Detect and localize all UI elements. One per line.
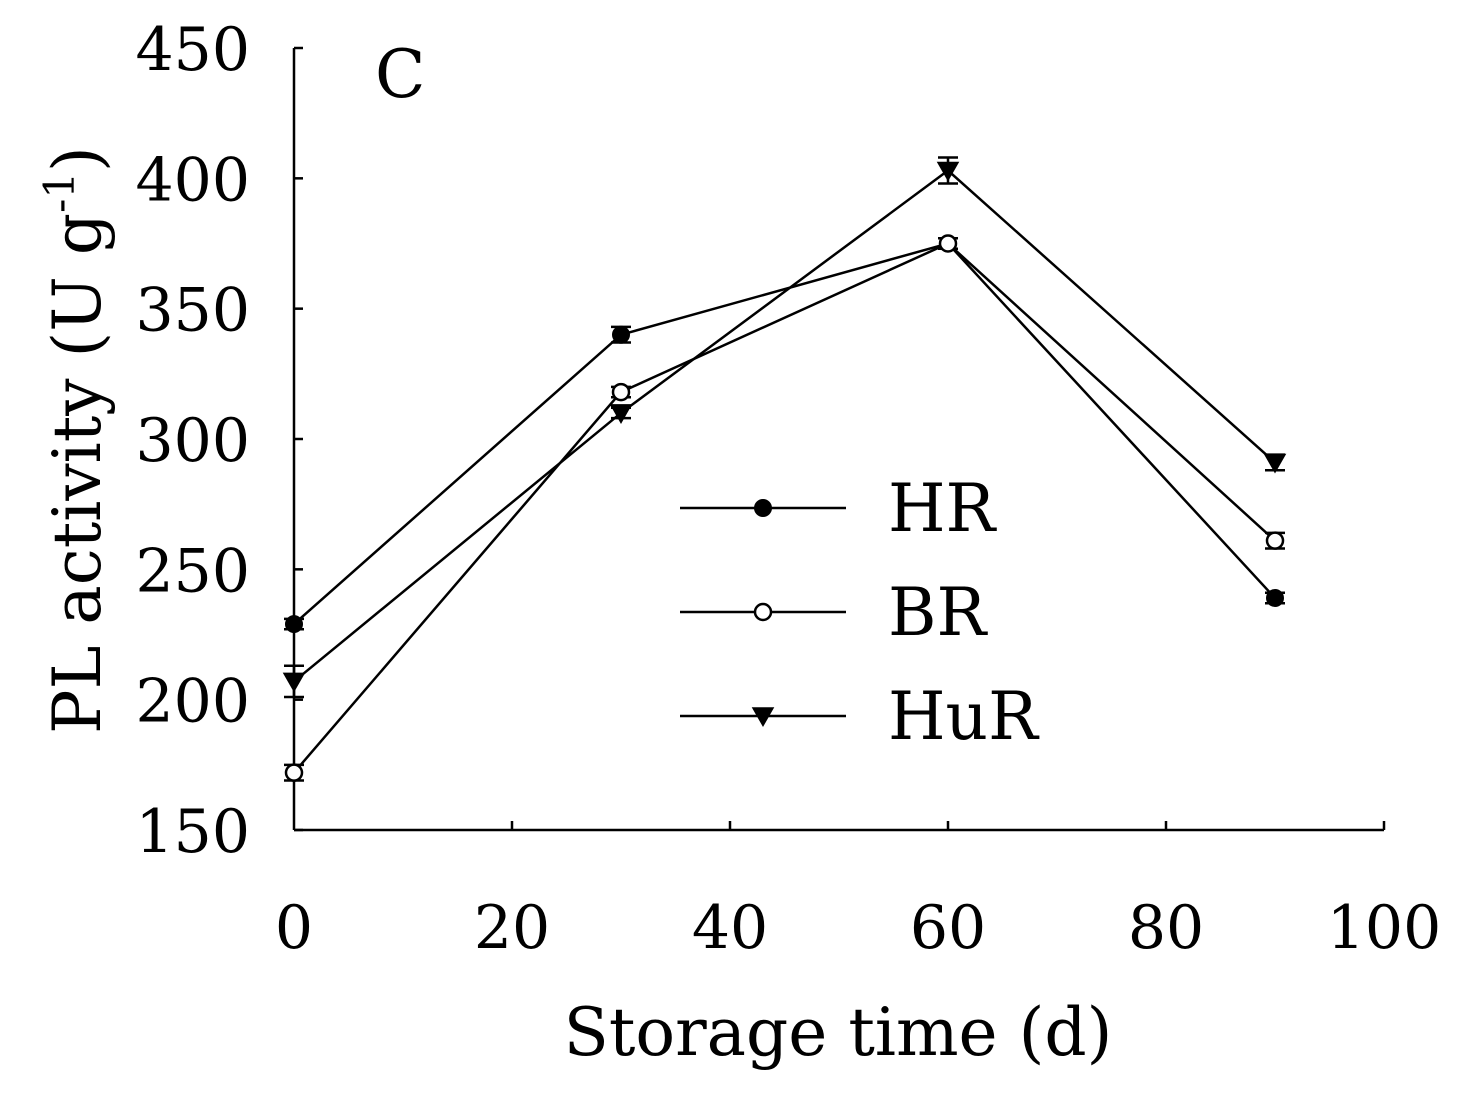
y-tick-label: 200 bbox=[135, 667, 250, 737]
x-tick-label: 20 bbox=[474, 893, 550, 963]
legend-marker-hur bbox=[751, 707, 775, 728]
data-point-br bbox=[938, 234, 958, 253]
data-point-hur bbox=[609, 404, 633, 424]
series-line-hr bbox=[293, 242, 1276, 626]
x-tick-label: 100 bbox=[1327, 893, 1442, 963]
data-point-hr bbox=[612, 325, 630, 344]
y-tick-label: 150 bbox=[135, 797, 250, 867]
data-point-br bbox=[1265, 531, 1285, 550]
x-axis-title: Storage time (d) bbox=[564, 994, 1113, 1071]
legend-label-hur: HuR bbox=[888, 678, 1040, 755]
data-point-hur bbox=[936, 161, 960, 182]
panel-label: C bbox=[375, 36, 426, 113]
data-point-br bbox=[611, 382, 631, 402]
series-line-br bbox=[293, 242, 1276, 774]
x-tick-label: 40 bbox=[692, 893, 768, 963]
legend-marker-br bbox=[753, 602, 773, 622]
x-tick-label: 60 bbox=[910, 893, 986, 963]
series-br bbox=[284, 234, 1285, 782]
series-hur bbox=[282, 156, 1287, 699]
y-tick-label: 250 bbox=[135, 536, 250, 606]
legend-item-hr: HR bbox=[680, 470, 998, 547]
data-point-hur bbox=[1263, 453, 1287, 474]
y-tick-label: 300 bbox=[135, 406, 250, 476]
x-tick-label: 0 bbox=[275, 893, 313, 963]
y-tick-label: 350 bbox=[135, 276, 250, 346]
legend-label-br: BR bbox=[888, 574, 989, 651]
series-line-hur bbox=[293, 168, 1276, 683]
legend-marker-hr bbox=[754, 499, 772, 517]
axes bbox=[292, 48, 1384, 832]
data-point-hr bbox=[285, 615, 303, 634]
y-tick-label: 450 bbox=[135, 15, 250, 85]
y-tick-label: 400 bbox=[135, 145, 250, 215]
legend-item-hur: HuR bbox=[680, 678, 1040, 755]
y-axis-title-close: ) bbox=[39, 146, 116, 172]
data-point-hr bbox=[1266, 589, 1284, 608]
y-axis-title: PL activity (U g-1) bbox=[35, 146, 116, 734]
y-axis-title-sup: -1 bbox=[35, 172, 84, 213]
legend-label-hr: HR bbox=[888, 470, 998, 547]
legend: HR BR HuR bbox=[680, 470, 1040, 755]
axis-ticks: 0 20 40 60 80 100 150 200 250 300 350 400 450 bbox=[135, 15, 1441, 963]
series-group bbox=[282, 156, 1287, 782]
x-tick-label: 80 bbox=[1128, 893, 1204, 963]
series-hr bbox=[284, 234, 1285, 634]
y-axis-title-main: PL activity (U g bbox=[39, 213, 116, 734]
data-point-br bbox=[284, 763, 304, 782]
data-point-hur bbox=[282, 672, 306, 693]
legend-item-br: BR bbox=[680, 574, 989, 651]
